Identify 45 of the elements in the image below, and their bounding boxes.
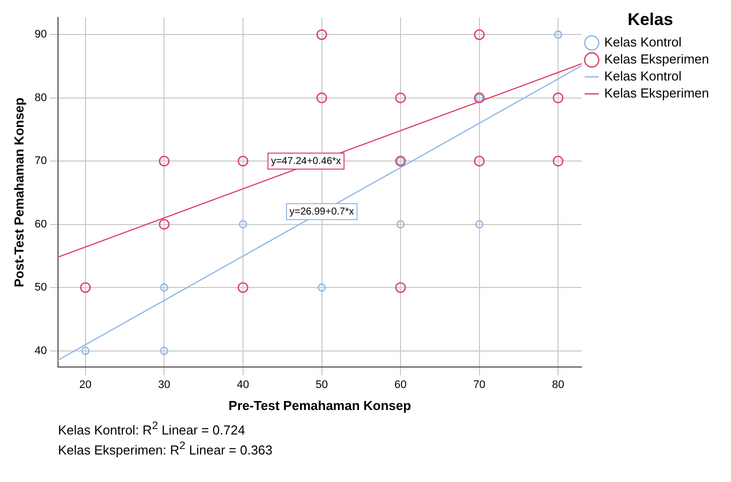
x-tick-label: 40 [236, 378, 250, 391]
point [81, 346, 90, 355]
point [238, 220, 248, 228]
x-axis-title: Pre-Test Pemahaman Konsep [228, 398, 412, 413]
x-tick-label: 20 [79, 378, 92, 391]
point [80, 282, 91, 293]
point [552, 92, 564, 104]
x-tick-label: 30 [158, 378, 170, 391]
point [238, 282, 248, 293]
point [158, 218, 170, 230]
point [318, 283, 326, 292]
y-tick-label: 40 [34, 344, 47, 357]
point [475, 220, 484, 228]
point [395, 92, 406, 104]
x-tick-label: 80 [552, 378, 564, 391]
point [552, 156, 564, 166]
legend-label: Kelas Kontrol [604, 34, 682, 50]
x-tick-label: 60 [394, 378, 407, 391]
point [395, 282, 406, 293]
y-tick-label: 60 [34, 218, 47, 230]
y-tick-label: 90 [34, 28, 47, 41]
text: Kelas Eksperimen: R$^{2}$ Linear = 0.363 [58, 439, 274, 459]
legend-title: Kelas [628, 10, 674, 30]
point [474, 29, 485, 40]
y-tick-label: 80 [34, 92, 47, 104]
point [160, 283, 168, 292]
text: Kelas Kontrol: R$^{2}$ Linear = 0.724 [58, 419, 246, 438]
point [160, 346, 168, 355]
x-tick-label: 50 [316, 378, 328, 391]
point [238, 156, 248, 166]
annotation: y=26.99+0.7*x [290, 206, 354, 218]
point [316, 29, 328, 40]
y-tick-label: 70 [34, 155, 47, 168]
point [474, 156, 485, 166]
legend-label: Kelas Eksperimen [604, 85, 710, 100]
point [554, 30, 562, 39]
legend-label: Kelas Kontrol [604, 68, 682, 84]
annotation: y=47.24+0.46*x [270, 156, 342, 167]
point [396, 220, 405, 228]
y-axis-title: Post-Test Pemahaman Konsep [11, 97, 26, 288]
legend-label: Kelas Eksperimen [604, 51, 710, 66]
point [158, 156, 170, 166]
y-tick-label: 50 [34, 282, 47, 294]
x-tick-label: 70 [473, 378, 486, 391]
point [316, 92, 328, 104]
